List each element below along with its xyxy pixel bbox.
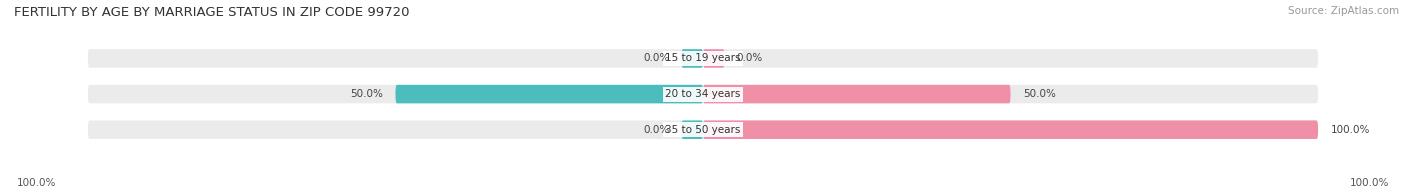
Text: 0.0%: 0.0% — [737, 54, 763, 64]
FancyBboxPatch shape — [87, 121, 1319, 139]
Text: 100.0%: 100.0% — [1350, 178, 1389, 188]
Text: Source: ZipAtlas.com: Source: ZipAtlas.com — [1288, 6, 1399, 16]
FancyBboxPatch shape — [87, 85, 1319, 103]
Text: 100.0%: 100.0% — [1330, 125, 1369, 135]
Text: 50.0%: 50.0% — [1024, 89, 1056, 99]
Text: FERTILITY BY AGE BY MARRIAGE STATUS IN ZIP CODE 99720: FERTILITY BY AGE BY MARRIAGE STATUS IN Z… — [14, 6, 409, 19]
Text: 20 to 34 years: 20 to 34 years — [665, 89, 741, 99]
FancyBboxPatch shape — [703, 85, 1011, 103]
FancyBboxPatch shape — [87, 49, 1319, 68]
FancyBboxPatch shape — [682, 49, 703, 68]
Text: 35 to 50 years: 35 to 50 years — [665, 125, 741, 135]
Text: 100.0%: 100.0% — [17, 178, 56, 188]
FancyBboxPatch shape — [395, 85, 703, 103]
FancyBboxPatch shape — [703, 49, 724, 68]
FancyBboxPatch shape — [703, 121, 1319, 139]
FancyBboxPatch shape — [682, 121, 703, 139]
Text: 15 to 19 years: 15 to 19 years — [665, 54, 741, 64]
Text: 0.0%: 0.0% — [643, 125, 669, 135]
Text: 0.0%: 0.0% — [643, 54, 669, 64]
Text: 50.0%: 50.0% — [350, 89, 382, 99]
